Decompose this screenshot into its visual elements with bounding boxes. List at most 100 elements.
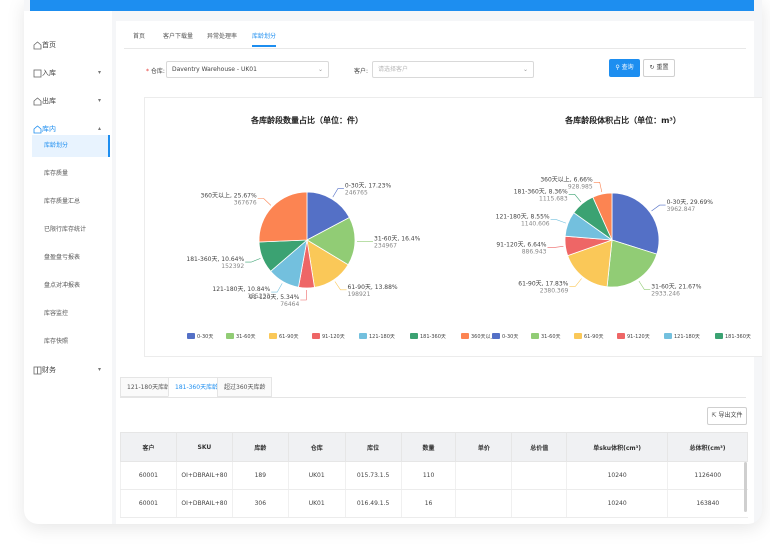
legend-item[interactable]: 61-90天 xyxy=(269,333,299,340)
pie-slice[interactable] xyxy=(592,192,613,241)
col-header[interactable]: 数量 xyxy=(400,432,457,462)
pie-slice[interactable] xyxy=(258,191,308,243)
sidebar-sub-item[interactable]: 库存质量汇总 xyxy=(32,191,110,213)
table-scrollbar[interactable] xyxy=(744,462,747,512)
chevron-down-icon: ⌄ xyxy=(317,66,323,73)
legend-item[interactable]: 121-180天 xyxy=(664,333,700,340)
sidebar-item-finance[interactable]: 财务 ▾ xyxy=(24,359,112,381)
sidebar-home-label: 首页 xyxy=(42,41,56,49)
slice-label: 91-120天, 6.64% xyxy=(496,242,546,249)
outbound-icon xyxy=(33,90,42,112)
col-header[interactable]: 库龄 xyxy=(231,432,289,462)
pie-slice[interactable] xyxy=(611,192,660,255)
sidebar-item-stock[interactable]: 库内 ▴ xyxy=(24,118,112,140)
customer-select[interactable]: 请选择客户 ⌄ xyxy=(372,61,534,78)
legend-item[interactable]: 0-30天 xyxy=(187,333,213,340)
col-header[interactable]: 总体积(cm³) xyxy=(667,432,748,462)
refresh-icon: ↻ xyxy=(649,64,655,71)
export-button[interactable]: ⇱ 导出文件 xyxy=(707,407,747,425)
slice-value: 2380.369 xyxy=(540,287,569,294)
cell-total-value xyxy=(511,461,567,490)
sidebar-finance-label: 财务 xyxy=(42,366,56,374)
label-leader-line xyxy=(638,280,651,290)
slice-value: 1140.606 xyxy=(521,221,550,228)
tab-121-180-days[interactable]: 121-180天库龄 xyxy=(120,377,178,397)
pie-slice[interactable] xyxy=(306,191,350,241)
search-button-label: 查询 xyxy=(621,64,634,71)
sidebar-sub-item[interactable]: 库龄划分 xyxy=(32,135,110,157)
pie-slice[interactable] xyxy=(306,216,356,266)
legend-item[interactable]: 91-120天 xyxy=(617,333,650,340)
slice-value: 886.943 xyxy=(522,249,547,256)
tab-home[interactable]: 首页 xyxy=(133,33,146,40)
slice-label: 121-180天, 8.55% xyxy=(496,214,550,221)
slice-value: 3962.847 xyxy=(667,206,696,213)
legend-item[interactable]: 0-30天 xyxy=(492,333,518,340)
slice-label: 181-360天, 8.36% xyxy=(514,188,568,195)
tab-customer-downloads[interactable]: 客户下载量 xyxy=(163,33,194,40)
col-header[interactable]: 库位 xyxy=(344,432,402,462)
cell-age: 189 xyxy=(231,461,289,490)
tab-over-360-days[interactable]: 超过360天库龄 xyxy=(217,377,273,397)
label-leader-line xyxy=(651,204,666,212)
legend-item[interactable]: 31-60天 xyxy=(531,333,561,340)
legend-item[interactable]: 121-180天 xyxy=(359,333,395,340)
label-leader-line xyxy=(569,278,582,287)
cell-location: 015.73.1.5 xyxy=(344,461,402,490)
tab-stock-age[interactable]: 库龄划分 xyxy=(252,27,277,47)
sidebar-sub-item[interactable]: 盘点对冲报表 xyxy=(32,275,110,297)
search-button[interactable]: ⚲ 查询 xyxy=(609,59,640,77)
legend-item[interactable]: 91-120天 xyxy=(312,333,345,340)
legend-item[interactable]: 360天以上 xyxy=(461,333,496,340)
sidebar-sub-item[interactable]: 库存快照 xyxy=(32,331,110,353)
legend-label: 360天以上 xyxy=(471,333,496,340)
col-header[interactable]: 仓库 xyxy=(287,432,346,462)
legend-swatch xyxy=(461,333,469,339)
sidebar-sub-label: 盘点对冲报表 xyxy=(44,282,81,289)
table-row[interactable]: 60001 OI+DBRAIL+80 189 UK01 015.73.1.5 1… xyxy=(120,461,748,490)
sidebar-item-inbound[interactable]: 入库 ▾ xyxy=(24,62,112,84)
warehouse-select[interactable]: Daventry Warehouse - UK01 ⌄ xyxy=(166,61,329,78)
reset-button[interactable]: ↻ 重置 xyxy=(643,59,675,77)
sidebar-sub-item[interactable]: 已限行库存统计 xyxy=(32,219,110,241)
legend-label: 181-360天 xyxy=(725,334,751,340)
legend-swatch xyxy=(531,333,539,339)
col-header[interactable]: 客户 xyxy=(120,432,177,462)
label-leader-line xyxy=(568,194,582,203)
sidebar-sub-item[interactable]: 库存质量 xyxy=(32,163,110,185)
cell-sku: OI+DBRAIL+80 xyxy=(175,461,233,490)
legend-swatch xyxy=(574,333,582,339)
sidebar-sub-item[interactable]: 库容监控 xyxy=(32,303,110,325)
sidebar-sub-item[interactable]: 盘盈盘亏报表 xyxy=(32,247,110,269)
col-header[interactable]: 单sku体积(cm³) xyxy=(566,432,669,462)
search-icon: ⚲ xyxy=(615,64,620,71)
legend-item[interactable]: 61-90天 xyxy=(574,333,604,340)
chevron-down-icon: ▾ xyxy=(98,366,102,373)
pie-slice[interactable] xyxy=(606,239,658,288)
legend-swatch xyxy=(226,333,234,339)
legend-swatch xyxy=(664,333,672,339)
pie-slice[interactable] xyxy=(567,239,613,288)
slice-label: 181-360天, 10.64% xyxy=(186,256,244,263)
legend-item[interactable]: 31-60天 xyxy=(226,333,256,340)
table-row[interactable]: 60001 OI+DBRAIL+80 306 UK01 016.49.1.5 1… xyxy=(120,489,748,518)
col-header[interactable]: 总价值 xyxy=(511,432,568,462)
label-leader-line xyxy=(334,281,347,291)
legend-item[interactable]: 181-360天 xyxy=(410,333,446,340)
slice-label: 31-60天, 21.67% xyxy=(651,283,701,290)
slice-value: 928.985 xyxy=(568,183,593,190)
cell-location: 016.49.1.5 xyxy=(344,489,402,518)
slice-label: 61-90天, 17.83% xyxy=(518,280,568,287)
sidebar-item-outbound[interactable]: 出库 ▾ xyxy=(24,90,112,112)
slice-label: 360天以上, 25.67% xyxy=(201,192,257,200)
tab-exception-rate[interactable]: 异常处理率 xyxy=(207,33,238,40)
legend-label: 31-60天 xyxy=(236,334,256,340)
sidebar-item-home[interactable]: 首页 xyxy=(24,34,112,56)
legend-label: 61-90天 xyxy=(279,334,299,340)
col-header[interactable]: SKU xyxy=(175,432,233,462)
cell-unit-price xyxy=(455,461,512,490)
col-header[interactable]: 单价 xyxy=(455,432,513,462)
sidebar-stock-label: 库内 xyxy=(42,125,56,133)
legend-item[interactable]: 181-360天 xyxy=(715,333,751,340)
label-leader-line xyxy=(332,188,344,198)
